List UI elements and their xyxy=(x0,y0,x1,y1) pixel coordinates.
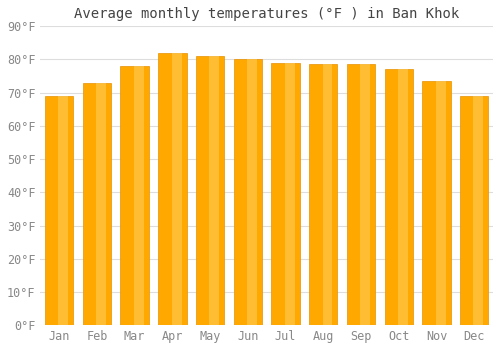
Bar xyxy=(398,69,408,325)
Bar xyxy=(322,64,332,325)
Bar xyxy=(474,96,484,325)
Bar xyxy=(247,60,257,325)
Bar xyxy=(347,64,375,325)
Bar xyxy=(196,56,224,325)
Bar xyxy=(360,64,370,325)
Bar xyxy=(384,69,413,325)
Bar xyxy=(422,81,450,325)
Bar xyxy=(285,63,294,325)
Bar xyxy=(45,96,74,325)
Title: Average monthly temperatures (°F ) in Ban Khok: Average monthly temperatures (°F ) in Ba… xyxy=(74,7,460,21)
Bar xyxy=(234,60,262,325)
Bar xyxy=(436,81,446,325)
Bar xyxy=(83,83,111,325)
Bar xyxy=(272,63,299,325)
Bar xyxy=(210,56,220,325)
Bar xyxy=(158,53,186,325)
Bar xyxy=(120,66,149,325)
Bar xyxy=(96,83,106,325)
Bar xyxy=(460,96,488,325)
Bar xyxy=(134,66,144,325)
Bar xyxy=(309,64,338,325)
Bar xyxy=(58,96,68,325)
Bar xyxy=(172,53,181,325)
